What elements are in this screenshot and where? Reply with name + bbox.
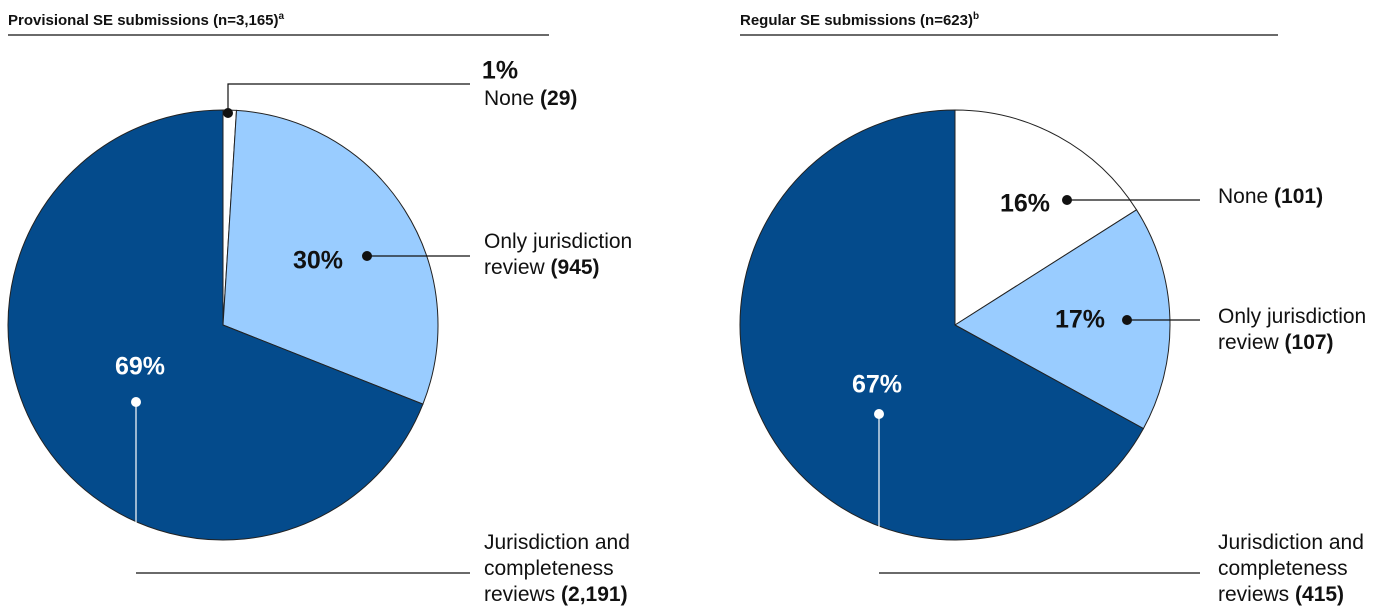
pie-slice: [222, 109, 439, 405]
leader-dot: [1062, 195, 1072, 205]
category-name: Jurisdiction and completeness reviews: [484, 531, 630, 606]
title-text: Provisional SE submissions (n=3,165): [8, 12, 279, 29]
chart-title: Regular SE submissions (n=623)b: [740, 11, 979, 29]
percent-label: 30%: [293, 247, 343, 275]
leader-dot: [223, 108, 233, 118]
category-name: Jurisdiction and completeness reviews: [1218, 531, 1364, 606]
category-name: Only jurisdiction review: [1218, 305, 1367, 354]
category-name: None: [1218, 185, 1269, 208]
category-label: Jurisdiction and completeness reviews (2…: [484, 530, 662, 608]
category-count: (29): [540, 87, 578, 110]
category-label: Jurisdiction and completeness reviews (4…: [1218, 530, 1396, 608]
leader-dot: [131, 397, 141, 407]
title-note: b: [973, 11, 979, 22]
category-label: Only jurisdiction review (945): [484, 229, 662, 281]
pie-slice: [739, 109, 1145, 541]
leader-dot: [874, 409, 884, 419]
category-count: (107): [1284, 331, 1334, 354]
leader-dot: [362, 251, 372, 261]
percent-label: 1%: [482, 57, 518, 85]
category-label: Only jurisdiction review (107): [1218, 304, 1396, 356]
pie-slice: [954, 209, 1171, 430]
percent-label: 69%: [115, 353, 165, 381]
category-name: Only jurisdiction review: [484, 230, 633, 279]
leader-dot: [1122, 315, 1132, 325]
category-label: None (29): [484, 86, 662, 112]
pie-slice: [7, 109, 424, 541]
pie-slice: [954, 109, 1138, 326]
category-count: (415): [1295, 583, 1345, 606]
category-label: None (101): [1218, 184, 1396, 210]
leader-line: [227, 83, 470, 113]
title-note: a: [279, 11, 285, 22]
category-name: None: [484, 87, 535, 110]
percent-label: 17%: [1055, 306, 1105, 334]
category-count: (101): [1274, 185, 1324, 208]
category-count: (945): [550, 256, 600, 279]
category-count: (2,191): [561, 583, 628, 606]
chart-title: Provisional SE submissions (n=3,165)a: [8, 11, 285, 29]
percent-label: 16%: [1000, 190, 1050, 218]
percent-label: 67%: [852, 371, 902, 399]
title-text: Regular SE submissions (n=623): [740, 12, 973, 29]
